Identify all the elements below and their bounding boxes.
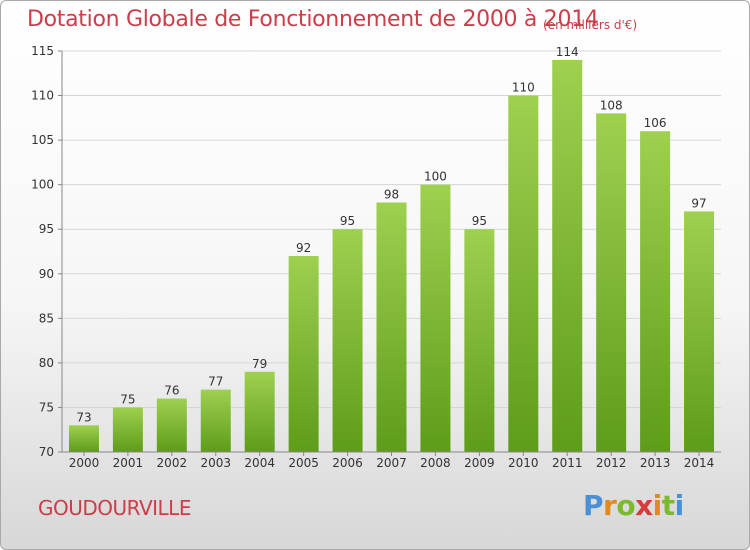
data-label: 108 — [600, 98, 623, 112]
y-tick-label: 75 — [39, 400, 54, 414]
bar-2004[interactable] — [244, 371, 275, 452]
x-tick-label: 2011 — [552, 456, 583, 470]
bar-2009[interactable] — [464, 229, 495, 452]
data-label: 95 — [340, 214, 355, 228]
data-label: 98 — [384, 187, 399, 201]
data-label: 79 — [252, 357, 267, 371]
x-tick-label: 2005 — [288, 456, 319, 470]
y-tick-label: 85 — [39, 311, 54, 325]
data-label: 92 — [296, 241, 311, 255]
chart-title: Dotation Globale de Fonctionnement de 20… — [27, 7, 599, 32]
bar-2006[interactable] — [332, 229, 363, 452]
x-tick-label: 2004 — [244, 456, 275, 470]
bar-2007[interactable] — [376, 202, 407, 452]
x-tick-label: 2001 — [113, 456, 144, 470]
x-tick-label: 2000 — [69, 456, 100, 470]
x-tick-label: 2014 — [684, 456, 715, 470]
proxiti-logo[interactable]: Proxiti — [583, 489, 684, 522]
commune-name: GOUDOURVILLE — [38, 496, 191, 520]
bar-2010[interactable] — [508, 95, 539, 453]
x-tick-label: 2013 — [640, 456, 671, 470]
x-tick-label: 2006 — [332, 456, 363, 470]
data-label: 73 — [76, 410, 91, 424]
y-tick-label: 110 — [31, 89, 54, 103]
x-tick-label: 2010 — [508, 456, 539, 470]
data-label: 110 — [512, 81, 535, 95]
x-tick-label: 2012 — [596, 456, 627, 470]
x-tick-label: 2003 — [200, 456, 231, 470]
y-tick-label: 100 — [31, 178, 54, 192]
data-label: 75 — [120, 392, 135, 406]
bar-2002[interactable] — [156, 398, 187, 452]
y-tick-label: 80 — [39, 356, 54, 370]
bar-2008[interactable] — [420, 184, 451, 452]
data-label: 76 — [164, 384, 179, 398]
bar-2011[interactable] — [552, 59, 583, 453]
data-label: 114 — [556, 45, 579, 59]
data-label: 106 — [644, 116, 667, 130]
data-label: 95 — [472, 214, 487, 228]
data-label: 100 — [424, 170, 447, 184]
x-tick-label: 2008 — [420, 456, 451, 470]
x-tick-label: 2009 — [464, 456, 495, 470]
y-tick-label: 115 — [31, 44, 54, 58]
y-tick-label: 105 — [31, 133, 54, 147]
bar-2005[interactable] — [288, 255, 319, 452]
bar-2000[interactable] — [68, 425, 99, 452]
chart-subtitle: (en milliers d'€) — [543, 18, 638, 32]
bar-2014[interactable] — [684, 211, 715, 452]
data-label: 77 — [208, 375, 223, 389]
y-tick-label: 90 — [39, 267, 54, 281]
x-tick-label: 2002 — [157, 456, 188, 470]
y-tick-label: 95 — [39, 222, 54, 236]
data-label: 97 — [691, 196, 706, 210]
bar-2013[interactable] — [640, 131, 671, 452]
bar-2001[interactable] — [112, 407, 143, 452]
x-tick-label: 2007 — [376, 456, 407, 470]
bar-2012[interactable] — [596, 113, 627, 452]
bar-2003[interactable] — [200, 389, 231, 452]
y-tick-label: 70 — [39, 445, 54, 459]
